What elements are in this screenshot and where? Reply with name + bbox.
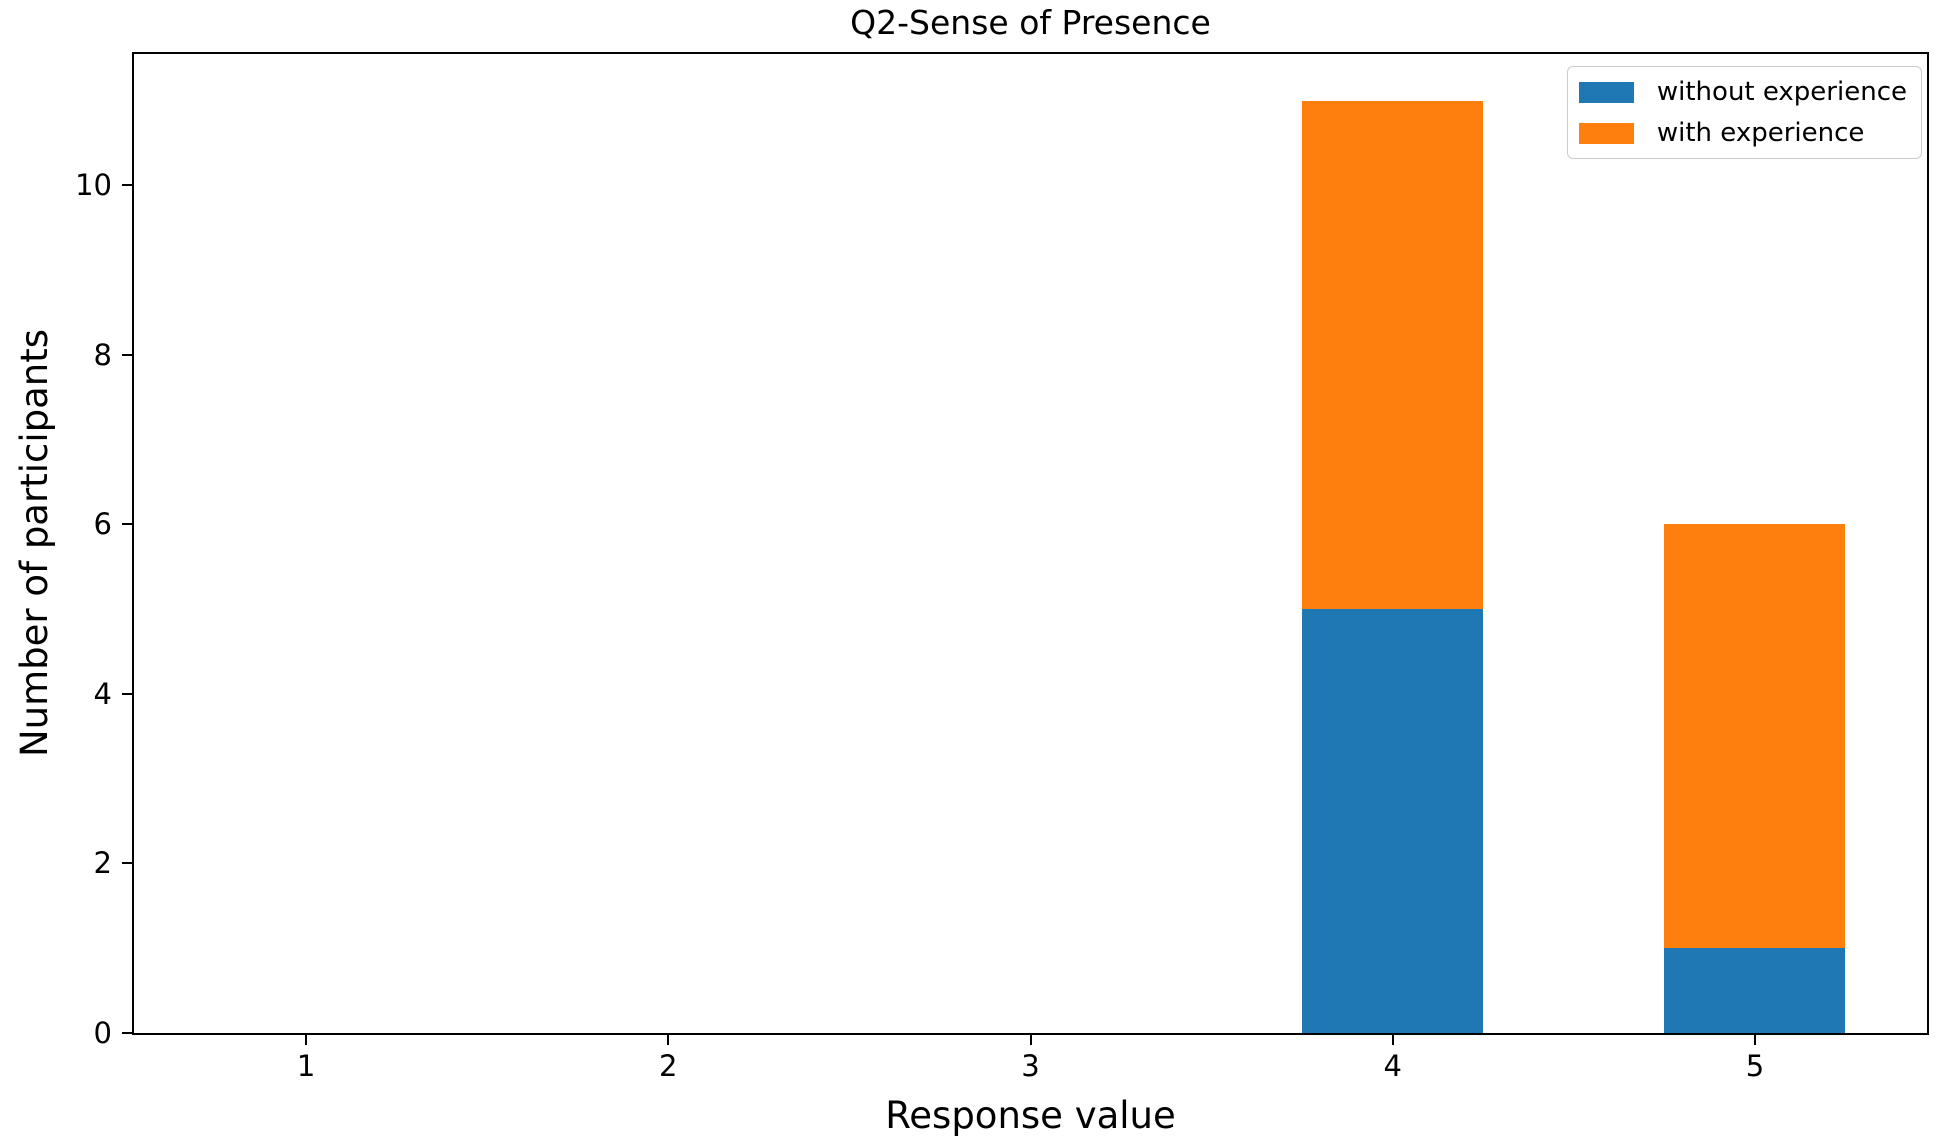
y-tick-0 xyxy=(122,1032,132,1034)
legend-label-without-experience: without experience xyxy=(1656,77,1907,107)
bar-x4-with-experience xyxy=(1302,100,1484,610)
legend-swatch-without-experience xyxy=(1578,81,1634,103)
y-tick-10 xyxy=(122,184,132,187)
legend-swatch-with-experience xyxy=(1578,122,1634,144)
x-tick-3 xyxy=(1029,1035,1032,1045)
y-tick-8 xyxy=(122,353,132,356)
x-tick-label-5: 5 xyxy=(1745,1049,1765,1083)
x-tick-5 xyxy=(1753,1035,1756,1045)
chart-title: Q2-Sense of Presence xyxy=(850,3,1211,42)
x-tick-label-3: 3 xyxy=(1021,1049,1040,1083)
legend-label-with-experience: with experience xyxy=(1656,118,1865,148)
x-tick-4 xyxy=(1391,1035,1394,1045)
legend: without experience with experience xyxy=(1566,66,1922,159)
y-tick-label-2: 2 xyxy=(93,846,112,881)
x-tick-label-1: 1 xyxy=(296,1049,316,1083)
bar-x4-without-experience xyxy=(1302,609,1484,1033)
x-tick-label-2: 2 xyxy=(659,1049,678,1083)
y-tick-label-6: 6 xyxy=(93,507,112,542)
y-tick-label-4: 4 xyxy=(93,676,112,711)
y-tick-2 xyxy=(122,862,132,865)
y-tick-label-10: 10 xyxy=(75,168,112,203)
y-tick-4 xyxy=(122,692,132,695)
y-tick-6 xyxy=(122,523,132,526)
plot-area: without experience with experience 1 2 3 4 5 0… xyxy=(75,52,1929,1083)
legend-item-without-experience: without experience xyxy=(1578,76,1907,108)
x-tick-1 xyxy=(305,1035,308,1045)
y-tick-label-8: 8 xyxy=(93,337,112,372)
x-tick-label-4: 4 xyxy=(1383,1049,1402,1083)
bar-x5-without-experience xyxy=(1664,948,1846,1033)
y-axis-label: Number of participants xyxy=(13,329,56,757)
y-tick-label-0: 0 xyxy=(93,1016,112,1050)
x-axis-label: Response value xyxy=(885,1094,1176,1137)
x-tick-2 xyxy=(667,1035,670,1045)
bar-x5-with-experience xyxy=(1664,524,1846,949)
legend-item-with-experience: with experience xyxy=(1578,117,1907,149)
